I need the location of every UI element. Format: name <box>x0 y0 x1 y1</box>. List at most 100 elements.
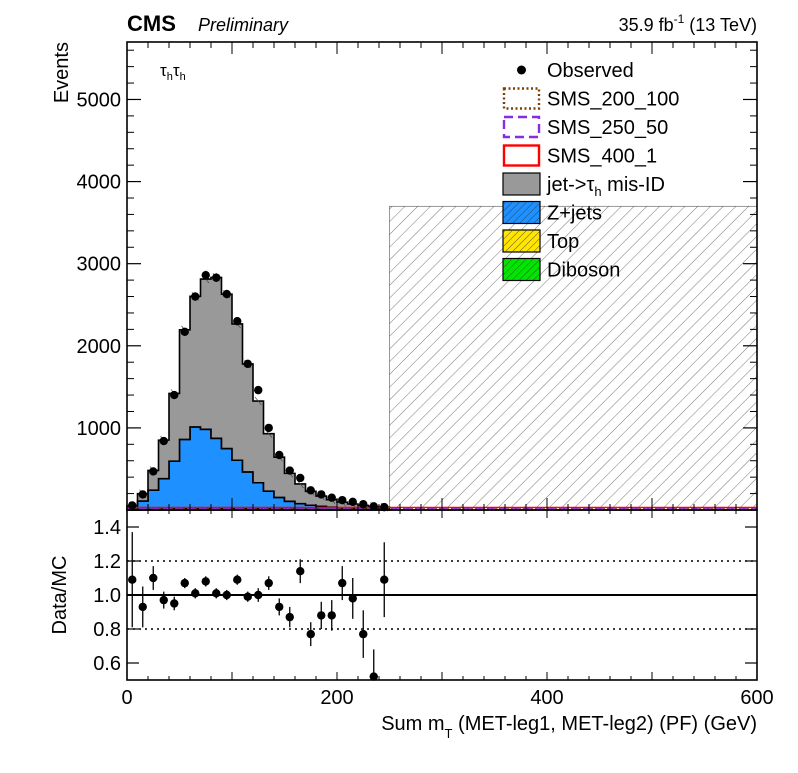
channel-sub-2: h <box>180 71 186 83</box>
ratio-point <box>138 602 147 612</box>
ratio-panel: 0.6 0.8 1.0 1.2 1.4 0 200 400 600 Data/MC <box>49 509 774 709</box>
ratio-point <box>359 629 368 639</box>
ratio-point <box>180 578 189 588</box>
observed-point <box>275 450 284 460</box>
ratio-point <box>369 672 378 681</box>
legend-entry-diboson: Diboson <box>502 257 620 282</box>
upper-y-tick-label: 4000 <box>77 172 122 194</box>
status-label: Preliminary <box>198 15 289 35</box>
observed-point <box>191 292 200 301</box>
ratio-point <box>296 567 305 576</box>
ratio-point <box>170 599 179 608</box>
upper-y-axis-label: Events <box>51 42 73 103</box>
observed-point <box>254 385 263 395</box>
ratio-y-tick-label: 1.2 <box>93 551 121 573</box>
ratio-point <box>254 590 263 600</box>
observed-point <box>201 270 210 280</box>
legend-label-post: mis-ID <box>602 174 665 196</box>
observed-point <box>149 467 158 476</box>
legend: Observed SMS_200_100 SMS_250_50 SMS_400_1je… <box>502 60 679 282</box>
lumi-prefix: 35.9 fb <box>619 15 674 35</box>
ratio-point <box>275 602 284 612</box>
legend-label-sms-250-50: SMS_250_50 <box>547 117 668 139</box>
legend-swatch-sms-250-50 <box>502 115 541 139</box>
ratio-point <box>159 595 168 605</box>
ratio-y-tick-label: 0.8 <box>93 619 121 641</box>
legend-entry-jet-h-mis-id: jet->τh mis-ID <box>502 172 665 199</box>
x-tick-label: 200 <box>320 687 353 709</box>
legend-swatch-hatch <box>503 258 540 281</box>
lumi-suffix: (13 TeV) <box>684 15 757 35</box>
observed-point <box>159 436 168 446</box>
legend-swatch-sms-200-100 <box>502 87 541 110</box>
legend-entry-z-jets: Z+jets <box>502 200 602 225</box>
channel-tau-2: τ <box>173 61 180 80</box>
observed-point <box>306 486 315 495</box>
experiment-label: CMS <box>127 11 176 36</box>
observed-point <box>369 502 378 511</box>
x-axis-label-post: (MET-leg1, MET-leg2) (PF) (GeV) <box>453 713 758 735</box>
legend-marker-observed <box>517 65 526 75</box>
ratio-y-tick-label: 0.6 <box>93 653 121 675</box>
x-axis-label: Sum mT (MET-leg1, MET-leg2) (PF) (GeV) <box>381 713 757 741</box>
lumi-label: 35.9 fb-1 (13 TeV) <box>619 12 757 35</box>
ratio-point <box>201 577 210 586</box>
ratio-points <box>128 532 389 681</box>
legend-label-top: Top <box>547 231 579 253</box>
channel-label: τhτh <box>160 61 186 83</box>
legend-swatch-sms-400-1 <box>502 144 541 167</box>
ratio-y-tick-label: 1.0 <box>93 585 121 607</box>
x-axis-label-sub: T <box>445 726 453 741</box>
upper-y-tick-label: 1000 <box>77 418 122 440</box>
upper-x-ticks <box>126 42 758 510</box>
ratio-point <box>348 594 357 603</box>
ratio-point <box>380 575 389 584</box>
observed-point <box>138 490 147 499</box>
ratio-point <box>317 611 326 620</box>
ratio-point <box>327 611 336 620</box>
observed-point <box>317 490 326 499</box>
ratio-point <box>212 589 221 598</box>
legend-label-diboson: Diboson <box>547 260 620 282</box>
observed-point <box>128 501 137 510</box>
observed-point <box>243 359 252 369</box>
observed-point <box>285 466 294 475</box>
x-tick-label: 400 <box>530 687 563 709</box>
legend-swatch-jet-h-mis-id <box>502 172 541 196</box>
ratio-point <box>233 575 242 584</box>
observed-point <box>338 495 347 505</box>
ratio-point <box>243 592 252 601</box>
ratio-point <box>338 578 347 588</box>
upper-y-axis: 1000 2000 3000 4000 5000 <box>77 49 757 495</box>
x-tick-label: 0 <box>121 687 132 709</box>
ratio-point <box>306 629 315 639</box>
lumi-exponent: -1 <box>674 12 685 26</box>
ratio-point <box>264 578 273 588</box>
legend-label-jet-h-mis-id: jet->τh mis-ID <box>546 174 665 199</box>
legend-label-pre: jet->τ <box>546 174 594 196</box>
legend-label-sub: h <box>594 184 601 199</box>
legend-label-sms-200-100: SMS_200_100 <box>547 89 679 111</box>
observed-point <box>348 497 357 506</box>
x-axis-label-pre: Sum m <box>381 713 444 735</box>
ratio-point <box>149 573 158 583</box>
legend-entry-observed: Observed <box>517 60 634 82</box>
observed-point <box>170 390 179 400</box>
observed-point <box>222 289 231 299</box>
ratio-point <box>128 575 137 584</box>
legend-swatch-hatch <box>503 201 540 224</box>
legend-label-observed: Observed <box>547 60 634 82</box>
observed-point <box>327 493 336 502</box>
channel-tau-1: τ <box>160 61 167 80</box>
upper-y-tick-label: 2000 <box>77 336 122 358</box>
observed-point <box>296 473 305 483</box>
observed-point <box>212 273 221 282</box>
legend-entry-sms-200-100: SMS_200_100 <box>502 87 679 111</box>
legend-entry-sms-400-1: SMS_400_1 <box>502 144 657 168</box>
stack-uncertainty-mark <box>254 396 262 406</box>
blinded-region-hatch <box>389 205 758 511</box>
legend-swatch-hatch <box>503 230 540 252</box>
observed-point <box>180 327 189 337</box>
channel-sub-1: h <box>167 71 173 83</box>
